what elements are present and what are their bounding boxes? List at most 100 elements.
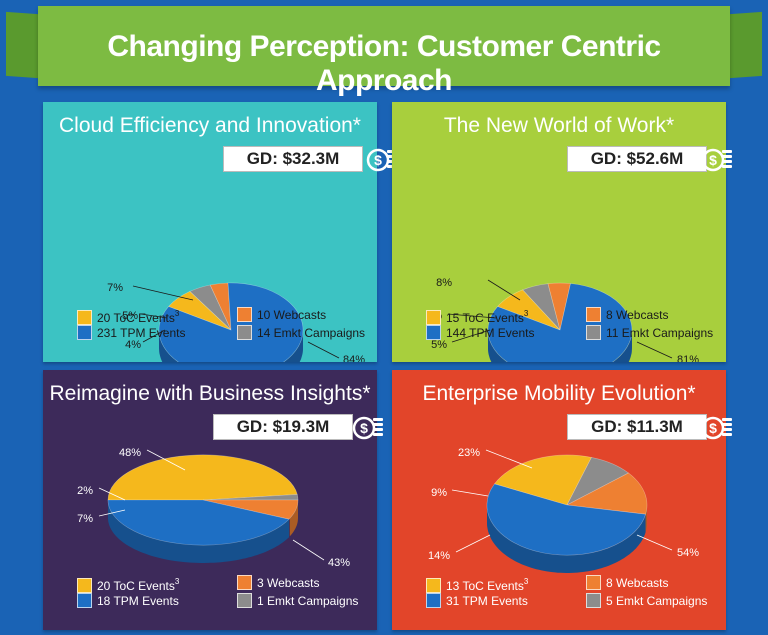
gd-value-badge: GD: $11.3M xyxy=(567,414,707,440)
leader-line xyxy=(140,313,168,319)
svg-text:$: $ xyxy=(360,420,368,436)
slice-percent-label: 43% xyxy=(328,557,350,569)
legend-item: 20 ToC Events3 xyxy=(77,306,179,326)
legend-label: 5 Emkt Campaigns xyxy=(606,593,708,608)
pie-slice xyxy=(202,499,299,520)
chart-title: Reimagine with Business Insights* xyxy=(49,382,371,405)
pie-slice xyxy=(547,282,571,331)
legend-swatch xyxy=(586,325,601,341)
gd-value-badge: GD: $32.3M xyxy=(223,146,363,172)
legend-label: 3 Webcasts xyxy=(257,575,320,590)
svg-text:$: $ xyxy=(374,152,382,168)
chart-panel: Reimagine with Business Insights* GD: $19… xyxy=(43,370,383,630)
legend-swatch xyxy=(426,310,441,326)
page-title: Changing Perception: Customer Centric Ap… xyxy=(107,30,661,97)
pie-chart: 8%6%5%81% xyxy=(426,277,699,362)
legend-item: 14 Emkt Campaigns xyxy=(237,324,366,341)
pie-chart: 23% 9% 14% 54% xyxy=(428,447,699,573)
pie-slice xyxy=(189,284,232,331)
legend-label: 11 Emkt Campaigns xyxy=(606,325,714,340)
leader-line xyxy=(455,534,491,553)
legend-label: 8 Webcasts xyxy=(606,307,669,322)
pie-slice-side xyxy=(487,504,646,573)
legend-swatch xyxy=(237,575,252,591)
legend-swatch xyxy=(77,310,92,326)
dollar-coins-icon: $ xyxy=(352,416,383,440)
legend-label: 1 Emkt Campaigns xyxy=(257,593,359,608)
slice-percent-label: 5% xyxy=(431,339,447,351)
leader-line xyxy=(447,313,497,319)
leader-line xyxy=(98,487,126,501)
slice-percent-label: 23% xyxy=(458,447,480,459)
leader-line xyxy=(485,449,533,469)
slice-percent-label: 84% xyxy=(343,354,365,362)
legend-swatch xyxy=(237,325,252,341)
legend-label: 13 ToC Events xyxy=(446,578,524,593)
chart-title: Enterprise Mobility Evolution* xyxy=(422,382,696,405)
dollar-coins-icon: $ xyxy=(701,416,732,440)
leader-line xyxy=(636,341,673,359)
legend-item: 5 Emkt Campaigns xyxy=(586,592,708,609)
legend-item: 11 Emkt Campaigns xyxy=(586,324,714,341)
legend-label: 14 Emkt Campaigns xyxy=(257,325,366,340)
gd-value-badge: GD: $19.3M xyxy=(213,414,353,440)
legend-swatch xyxy=(586,593,601,609)
leader-line xyxy=(636,534,673,551)
legend-label: 20 ToC Events xyxy=(97,578,175,593)
slice-percent-label: 14% xyxy=(428,550,450,562)
slice-percent-label: 48% xyxy=(119,447,141,459)
legend-swatch xyxy=(237,593,252,609)
chart-title: The New World of Work* xyxy=(443,114,675,137)
leader-line xyxy=(307,341,340,359)
legend-label: 31 TPM Events xyxy=(446,593,528,608)
legend-item: 13 ToC Events3 xyxy=(426,574,529,594)
pie-slice xyxy=(107,499,290,546)
slice-percent-label: 7% xyxy=(77,513,93,525)
legend-swatch xyxy=(237,307,252,323)
legend-label: 144 TPM Events xyxy=(446,325,535,340)
pie-slice xyxy=(158,282,304,362)
legend-swatch xyxy=(426,593,441,609)
slice-percent-label: 81% xyxy=(677,354,699,362)
header-banner: Changing Perception: Customer Centric Ap… xyxy=(38,6,730,97)
legend-label: 18 TPM Events xyxy=(97,593,179,608)
slice-percent-label: 7% xyxy=(107,282,123,294)
pie-slice-side xyxy=(488,329,632,362)
legend-swatch xyxy=(586,307,601,323)
pie-slice-side xyxy=(645,505,647,532)
leader-line xyxy=(132,285,194,301)
slice-percent-label: 2% xyxy=(77,485,93,497)
legend-label: 10 Webcasts xyxy=(257,307,327,322)
chart-panel: The New World of Work*GD: $52.6M$8%6%5%8… xyxy=(392,102,732,362)
pie-slice xyxy=(168,291,232,331)
legend-superscript: 3 xyxy=(523,309,529,318)
legend-item: 1 Emkt Campaigns xyxy=(237,592,359,609)
legend-swatch xyxy=(77,593,92,609)
legend-swatch xyxy=(77,325,92,341)
legend-item: 231 TPM Events xyxy=(77,324,186,341)
pie-slice xyxy=(202,494,299,501)
legend-superscript: 3 xyxy=(174,577,180,586)
chart-title: Cloud Efficiency and Innovation* xyxy=(59,114,361,137)
legend-superscript: 3 xyxy=(523,577,529,586)
gd-value-badge: GD: $52.6M xyxy=(567,146,707,172)
pie-slice xyxy=(522,283,561,331)
leader-line xyxy=(292,539,325,561)
leader-line xyxy=(146,449,186,471)
leader-line xyxy=(451,329,491,343)
leader-line xyxy=(98,509,126,517)
slice-percent-label: 9% xyxy=(431,487,447,499)
legend-item: 31 TPM Events xyxy=(426,592,528,609)
legend-item: 15 ToC Events3 xyxy=(426,306,529,326)
dollar-coins-icon: $ xyxy=(701,148,732,172)
legend-item: 20 ToC Events3 xyxy=(77,574,180,594)
legend-swatch xyxy=(426,578,441,594)
svg-text:$: $ xyxy=(709,420,717,436)
leader-line xyxy=(487,279,521,301)
chart-panel: Enterprise Mobility Evolution* GD: $11.3M… xyxy=(392,370,732,630)
legend-swatch xyxy=(77,578,92,594)
pie-slice xyxy=(494,454,592,506)
pie-slice xyxy=(566,457,630,506)
legend-label: 15 ToC Events xyxy=(446,310,524,325)
legend-item: 10 Webcasts xyxy=(237,306,327,323)
